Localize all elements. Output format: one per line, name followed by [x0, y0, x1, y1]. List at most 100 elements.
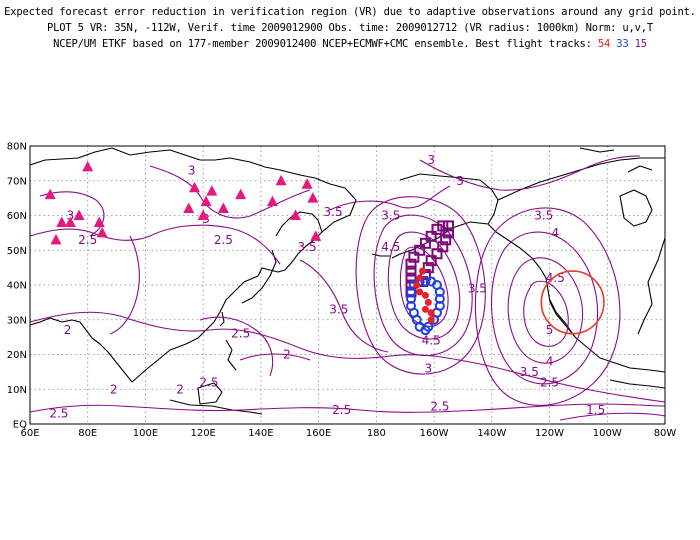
track-33-circle — [434, 293, 445, 304]
lon-tick-label: 80W — [654, 428, 677, 439]
contour-2.5-pacific — [199, 316, 274, 377]
contour-label: 3 — [424, 361, 432, 375]
track-33-label: 33 — [616, 38, 629, 50]
coast-na-north — [497, 157, 665, 201]
triangle-marker — [275, 174, 287, 186]
triangle-marker — [64, 216, 76, 227]
contour-east-inner — [523, 280, 569, 347]
contour-labels: 333.543.54.5543.52.51.53.54.54.533.53.53… — [49, 153, 605, 421]
verification-region-circle — [540, 270, 605, 335]
coast-philippines — [225, 339, 237, 371]
contour-3-scand — [39, 191, 105, 237]
track-15-square — [437, 241, 449, 253]
track-33-circle — [406, 286, 416, 297]
contour-1.5-se — [559, 412, 666, 421]
contour-label: 3.5 — [534, 209, 553, 223]
triangle-marker — [183, 202, 195, 214]
track-33-circle — [434, 300, 445, 311]
coast-borneo — [197, 382, 223, 405]
contour-3.5-ridge — [329, 185, 451, 211]
track-15-square — [440, 234, 452, 246]
lon-tick-label: 60E — [20, 428, 39, 439]
header-line-3-text: NCEP/UM ETKF based on 177-member 2009012… — [53, 38, 592, 50]
contour-label: 2.5 — [332, 403, 351, 417]
contour-label: 3 — [427, 153, 435, 167]
triangle-marker — [82, 160, 94, 172]
contour-label: 4.5 — [546, 271, 565, 285]
contour-3.5-west-pacific — [299, 259, 389, 353]
triangle-marker — [189, 181, 201, 193]
contour-label: 3.5 — [468, 281, 487, 295]
triangle-marker — [266, 195, 278, 207]
track-15-square — [425, 230, 437, 242]
contour-label: 2.5 — [78, 233, 97, 247]
triangle-marker — [93, 216, 105, 227]
track-54-dot — [424, 298, 432, 306]
track-33-circle — [406, 293, 416, 304]
coast-asia-east — [131, 187, 357, 383]
triangle-marker — [197, 209, 209, 220]
track-54-dot — [427, 309, 435, 317]
track-15-square — [419, 237, 431, 249]
contour-label: 4.5 — [422, 334, 441, 348]
coast-indonesia — [169, 399, 263, 415]
triangle-marker — [206, 185, 218, 196]
contour-label: 2.5 — [540, 375, 559, 389]
contour-label: 2.5 — [430, 400, 449, 414]
contour-label: 2.5 — [214, 233, 233, 247]
track-15-square — [405, 265, 417, 277]
triangle-marker — [217, 202, 229, 214]
track-33-circle — [420, 276, 431, 287]
coast-baja — [549, 299, 575, 337]
contour-label: 2 — [64, 323, 72, 337]
coast-alaska — [391, 173, 499, 259]
track-15-square — [414, 244, 426, 256]
track-15-square — [408, 251, 420, 263]
lon-tick-label: 100E — [133, 428, 158, 439]
coast-hudson — [619, 189, 653, 227]
triangle-markers — [44, 160, 322, 245]
contour-2.5-west — [29, 224, 281, 265]
contour-label: 3.5 — [298, 240, 317, 254]
lat-tick-label: 20N — [7, 350, 27, 361]
triangle-marker — [310, 230, 322, 241]
lat-tick-label: 40N — [7, 281, 27, 292]
map-frame — [29, 145, 666, 425]
triangle-marker — [301, 178, 313, 189]
triangle-marker — [290, 209, 302, 220]
graticule — [30, 146, 665, 424]
contour-label: 3.5 — [381, 209, 400, 223]
contour-label: 4.5 — [381, 240, 400, 254]
track-54-dot — [427, 316, 435, 324]
coast-arctic-islands — [579, 147, 653, 173]
track-54-dot — [421, 291, 429, 299]
coastlines — [29, 147, 666, 415]
lat-tick-label: EQ — [13, 420, 27, 431]
contour-label: 2 — [110, 382, 118, 396]
contour-label: 5 — [546, 323, 554, 337]
contour-label: 2 — [176, 382, 184, 396]
coast-japan — [241, 249, 277, 304]
contour-2-pacific — [239, 353, 311, 361]
track-15-square — [443, 227, 455, 239]
header-line-1: Expected forecast error reduction in ver… — [4, 6, 696, 18]
track-15-label: 15 — [634, 38, 647, 50]
contour-label: 2 — [283, 348, 291, 362]
contour-east-outer — [490, 231, 598, 385]
coast-india — [29, 317, 133, 383]
track-54-label: 54 — [597, 38, 611, 50]
contour-lines — [29, 155, 666, 421]
contour-2.5-asia-interior — [109, 235, 140, 335]
track-15-square — [431, 223, 443, 235]
contour-label: 4 — [546, 354, 554, 368]
track-15-square — [425, 255, 437, 267]
contour-3-north-asia — [149, 165, 311, 219]
contour-label: 2.5 — [199, 375, 218, 389]
contour-east-far — [474, 207, 621, 406]
lon-tick-label: 180 — [367, 428, 386, 439]
track-54-dot — [421, 305, 429, 313]
contour-label: 3 — [67, 209, 75, 223]
axis-labels: EQ 10N 20N 30N 40N 50N 60N 70N 80N 60E 80E 100E 120E… — [7, 142, 677, 440]
lon-tick-label: 140E — [248, 428, 273, 439]
